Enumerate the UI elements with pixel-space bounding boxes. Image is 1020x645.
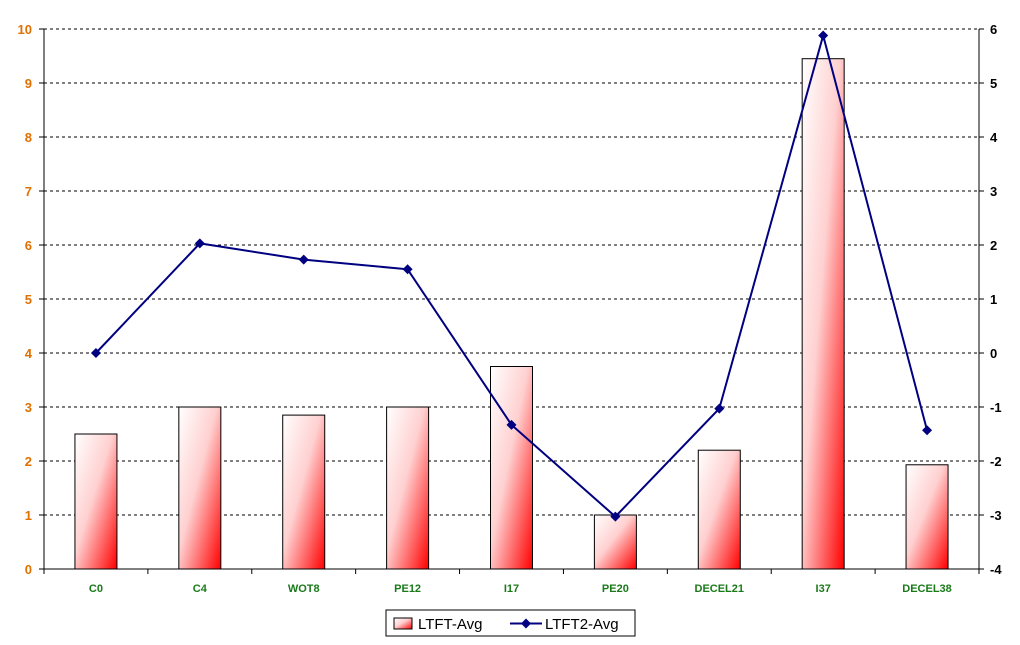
left-tick-label-0: 0 [25, 562, 32, 577]
point-decel38 [922, 425, 933, 436]
left-tick-label-10: 10 [18, 22, 32, 37]
legend: LTFT-Avg LTFT2-Avg [385, 609, 636, 637]
bar-pe20 [593, 514, 637, 570]
x-tick-label-i17: I17 [504, 583, 519, 595]
legend-label-ltft-avg: LTFT-Avg [418, 616, 482, 633]
bar-i17 [490, 366, 533, 570]
left-tick-label-4: 4 [25, 346, 33, 361]
right-tick-label-0: -4 [990, 562, 1002, 577]
x-tick-label-decel38: DECEL38 [902, 583, 952, 595]
right-tick-label-7: 3 [990, 184, 997, 199]
legend-swatch-marker-ltft2-avg [521, 618, 531, 629]
left-tick-label-9: 9 [25, 76, 32, 91]
left-tick-label-7: 7 [25, 184, 32, 199]
right-tick-label-2: -2 [990, 454, 1002, 469]
point-decel21 [714, 403, 725, 414]
x-tick-label-wot8: WOT8 [288, 583, 320, 595]
legend-label-ltft2-avg: LTFT2-Avg [545, 616, 619, 633]
left-tick-label-3: 3 [25, 400, 32, 415]
left-tick-label-8: 8 [25, 130, 32, 145]
right-tick-label-3: -1 [990, 400, 1002, 415]
line-series [90, 30, 933, 522]
point-pe12 [402, 264, 413, 275]
x-tick-label-pe20: PE20 [602, 583, 629, 595]
right-tick-label-1: -3 [990, 508, 1002, 523]
x-tick-label-c0: C0 [89, 583, 103, 595]
point-c0 [90, 348, 101, 358]
bar-decel38 [905, 464, 949, 570]
right-tick-label-10: 6 [990, 22, 997, 37]
point-i17 [506, 419, 517, 430]
tick-labels: 0 1 2 3 4 5 6 7 8 9 10 -4 -3 -2 -1 0 1 2 3 4 5 6 C0 C4 WOT8 PE12 I… [18, 22, 1003, 595]
bar-i37 [801, 58, 845, 570]
x-tick-label-pe12: PE12 [394, 583, 421, 595]
right-tick-label-8: 4 [990, 130, 998, 145]
right-tick-label-5: 1 [990, 292, 997, 307]
legend-swatch-ltft-avg [393, 617, 413, 630]
right-tick-label-9: 5 [990, 76, 997, 91]
x-tick-label-decel21: DECEL21 [695, 583, 745, 595]
x-tick-label-c4: C4 [193, 583, 208, 595]
right-tick-label-4: 0 [990, 346, 997, 361]
bar-pe12 [386, 406, 430, 570]
bar-wot8 [282, 414, 326, 570]
x-tick-label-i37: I37 [816, 583, 831, 595]
right-tick-label-6: 2 [990, 238, 997, 253]
axes [39, 28, 984, 574]
point-wot8 [298, 254, 309, 265]
left-tick-label-6: 6 [25, 238, 32, 253]
bar-series [74, 58, 949, 570]
bar-c4 [178, 406, 222, 570]
bar-decel21 [697, 449, 741, 570]
bar-c0 [74, 433, 118, 570]
point-c4 [194, 238, 205, 249]
point-i37 [818, 30, 829, 41]
left-tick-label-5: 5 [25, 292, 32, 307]
left-tick-label-1: 1 [25, 508, 32, 523]
left-tick-label-2: 2 [25, 454, 32, 469]
point-pe20 [610, 511, 621, 522]
